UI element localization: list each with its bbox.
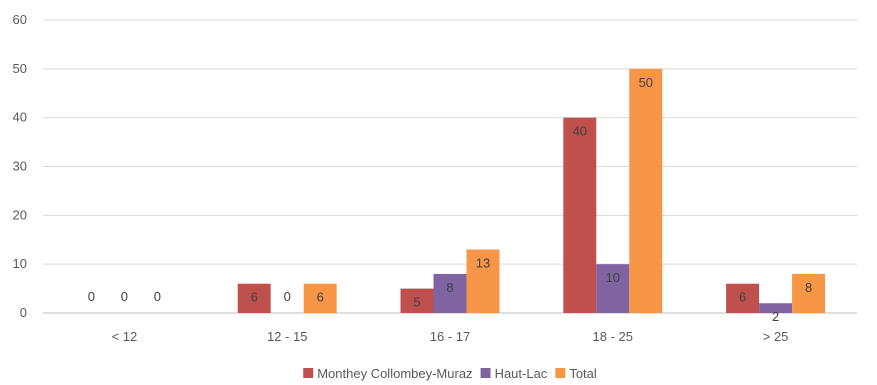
- y-tick-label: 20: [13, 207, 27, 222]
- bar: [759, 303, 793, 313]
- y-tick-label: 0: [20, 305, 27, 320]
- bar: [303, 283, 337, 313]
- bar: [237, 283, 271, 313]
- legend-swatch: [480, 368, 491, 378]
- y-axis: 0 10 20 30 40 50 60: [13, 12, 27, 320]
- data-label: 0: [154, 289, 161, 304]
- x-axis: < 12 12 - 15 16 - 17 18 - 25 > 25: [112, 329, 789, 344]
- legend-swatch: [303, 368, 314, 378]
- y-tick-label: 50: [13, 61, 27, 76]
- bar: [629, 68, 663, 313]
- x-tick-label: > 25: [763, 329, 789, 344]
- legend-entry: Monthey Collombey-Muraz: [317, 366, 472, 381]
- x-tick-label: 12 - 15: [267, 329, 307, 344]
- data-label: 8: [446, 280, 453, 295]
- data-label: 6: [251, 290, 258, 305]
- data-label: 5: [413, 295, 420, 310]
- legend-swatch: [555, 368, 566, 378]
- data-label: 10: [606, 270, 620, 285]
- y-tick-label: 30: [13, 159, 27, 174]
- data-label: 6: [317, 290, 324, 305]
- data-label: 13: [476, 256, 490, 271]
- y-tick-label: 40: [13, 110, 27, 125]
- legend: Monthey Collombey-Muraz Haut-Lac Total: [303, 366, 597, 381]
- x-tick-label: < 12: [112, 329, 138, 344]
- gridlines: [43, 19, 857, 314]
- data-label: 8: [805, 280, 812, 295]
- legend-entry: Haut-Lac: [495, 366, 548, 381]
- data-label: 0: [88, 289, 95, 304]
- bar: [726, 283, 760, 313]
- bar: [466, 249, 500, 313]
- bar: [596, 264, 630, 313]
- bar: [400, 288, 434, 313]
- data-label: 0: [121, 289, 128, 304]
- data-label: 6: [739, 290, 746, 305]
- data-label: 0: [284, 289, 291, 304]
- bars: [237, 68, 826, 314]
- x-tick-label: 18 - 25: [593, 329, 633, 344]
- bar: [433, 273, 467, 313]
- bar: [563, 117, 597, 314]
- x-tick-label: 16 - 17: [430, 329, 470, 344]
- data-label: 50: [639, 75, 653, 90]
- legend-entry: Total: [569, 366, 597, 381]
- data-labels: 0 0 0 6 0 6 5 8 13 40 10 50 6 2 8: [88, 75, 812, 324]
- data-label: 40: [573, 124, 587, 139]
- bar: [792, 273, 826, 313]
- y-tick-label: 60: [13, 12, 27, 27]
- y-tick-label: 10: [13, 256, 27, 271]
- data-label: 2: [772, 309, 779, 324]
